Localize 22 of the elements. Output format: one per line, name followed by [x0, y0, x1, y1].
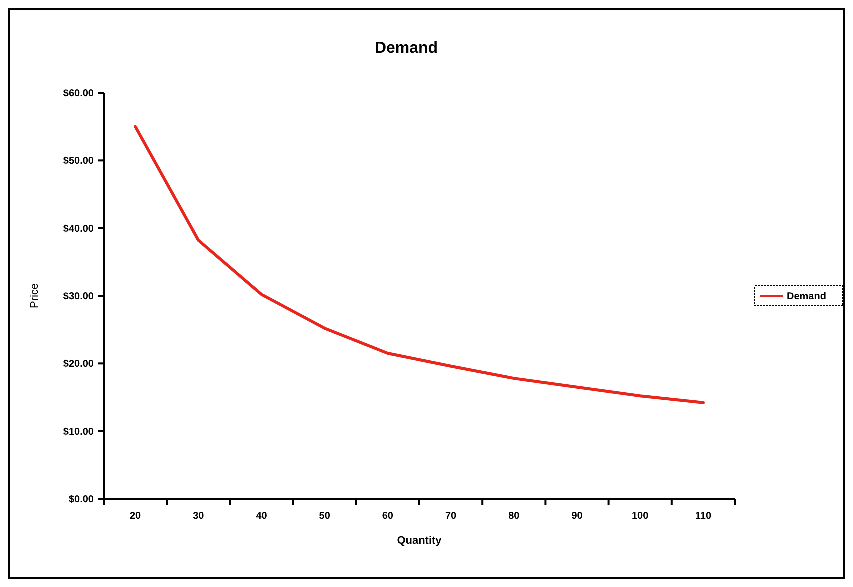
x-tick-label: 70 [445, 511, 458, 522]
x-tick-label: 60 [382, 511, 394, 522]
y-tick-label: $40.00 [63, 224, 94, 235]
legend-label: Demand [787, 292, 826, 302]
x-axis-title: Quantity [397, 535, 443, 547]
chart-title: Demand [374, 40, 438, 57]
y-tick-label: $0.00 [68, 494, 94, 506]
x-tick-label: 110 [695, 511, 712, 522]
x-tick-label: 20 [130, 511, 142, 522]
x-tick-label: 30 [193, 511, 205, 522]
y-tick-label: $60.00 [63, 88, 94, 100]
y-tick-label: $10.00 [63, 426, 94, 438]
x-tick-label: 80 [508, 511, 520, 522]
x-tick-label: 50 [319, 511, 331, 522]
x-tick-label: 40 [256, 511, 268, 522]
y-axis-title: Price [29, 283, 41, 309]
y-tick-label: $20.00 [63, 359, 94, 370]
y-tick-label: $30.00 [63, 292, 94, 302]
x-tick-label: 100 [632, 511, 650, 522]
y-tick-label: $50.00 [63, 156, 94, 168]
line-series [134, 125, 705, 404]
x-tick-label: 90 [572, 511, 584, 522]
